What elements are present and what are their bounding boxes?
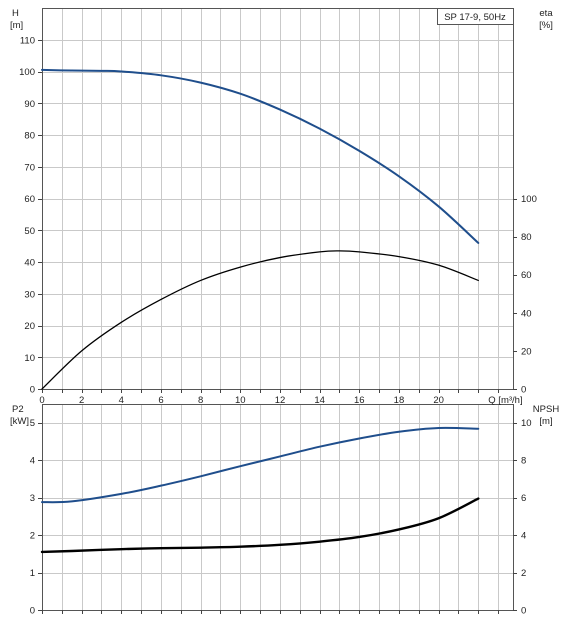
x-tick-label: 0 [39, 395, 44, 406]
right-tick-label: 40 [521, 308, 532, 319]
x-tick-label: 4 [119, 395, 124, 406]
series-line-efficiency [41, 250, 479, 390]
series-line-power [41, 426, 480, 504]
right-tick-label: 6 [521, 493, 526, 504]
left-tick-label: 3 [30, 493, 35, 504]
x-tick-label: 12 [275, 395, 286, 406]
x-tick-label: 10 [235, 395, 246, 406]
left-tick-label: 90 [24, 99, 35, 110]
right-axis-unit: [m] [539, 416, 552, 427]
left-tick-label: 80 [24, 131, 35, 142]
right-tick-label: 4 [521, 531, 526, 542]
left-tick-label: 4 [30, 456, 35, 467]
left-axis-label: H [12, 8, 19, 19]
left-tick-label: 1 [30, 568, 35, 579]
legend-label: SP 17-9, 50Hz [444, 12, 506, 23]
left-tick-label: 110 [20, 35, 35, 46]
series-line-head [41, 68, 480, 244]
left-tick-label: 50 [24, 226, 35, 237]
right-tick-label: 0 [521, 385, 526, 396]
right-tick-label: 60 [521, 270, 532, 281]
left-tick-label: 2 [30, 531, 35, 542]
right-tick-label: 20 [521, 346, 532, 357]
legend-box [437, 8, 514, 25]
right-tick-label: 10 [521, 418, 532, 429]
left-tick-label: 20 [24, 321, 35, 332]
right-tick-label: 80 [521, 232, 532, 243]
right-axis-unit: [%] [539, 20, 553, 31]
left-tick-label: 30 [24, 289, 35, 300]
plot-frame [42, 404, 514, 611]
right-tick-label: 8 [521, 456, 526, 467]
right-tick-label: 2 [521, 568, 526, 579]
x-axis-label: Q [m³/h] [488, 395, 522, 406]
left-tick-label: 70 [24, 162, 35, 173]
series-line-npsh [40, 497, 480, 554]
right-tick-label: 0 [521, 606, 526, 617]
x-tick-label: 18 [394, 395, 405, 406]
right-axis-label: NPSH [533, 404, 560, 415]
left-axis-label: P2 [12, 404, 24, 415]
left-tick-label: 0 [30, 606, 35, 617]
left-tick-label: 5 [30, 418, 35, 429]
right-axis-label: eta [539, 8, 553, 19]
left-tick-label: 40 [24, 258, 35, 269]
left-axis-unit: [kW] [10, 416, 29, 427]
left-tick-label: 100 [19, 67, 35, 78]
left-tick-label: 60 [24, 194, 35, 205]
left-tick-label: 0 [30, 385, 35, 396]
right-tick-label: 100 [521, 194, 537, 205]
x-tick-label: 6 [158, 395, 163, 406]
x-tick-label: 2 [79, 395, 84, 406]
x-tick-label: 20 [433, 395, 444, 406]
x-tick-label: 8 [198, 395, 203, 406]
left-axis-unit: [m] [10, 20, 23, 31]
x-tick-label: 16 [354, 395, 365, 406]
x-tick-label: 14 [314, 395, 325, 406]
left-tick-label: 10 [24, 353, 35, 364]
